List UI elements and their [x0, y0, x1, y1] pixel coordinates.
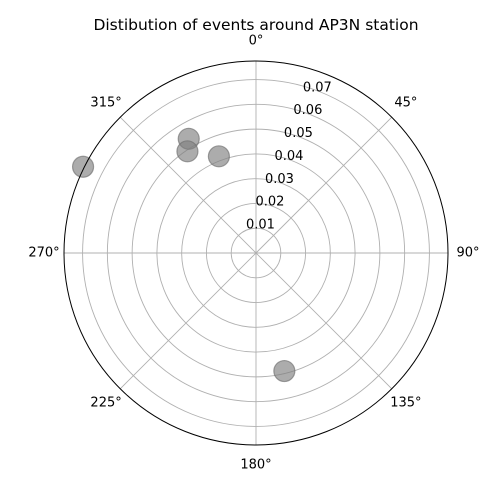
- radial-tick-label: 0.04: [274, 149, 303, 164]
- theta-tick-label: 270°: [28, 246, 59, 261]
- theta-tick-label: 45°: [394, 96, 417, 111]
- radial-tick-label: 0.06: [293, 103, 322, 118]
- theta-tick-label: 225°: [90, 395, 121, 410]
- theta-tick-label: 90°: [456, 246, 479, 261]
- radial-tick-labels: 0.01 0.02 0.03 0.04 0.05 0.06 0.07: [246, 80, 332, 232]
- event-point: [207, 145, 230, 168]
- radial-tick-label: 0.03: [265, 172, 294, 187]
- polar-grid: [64, 61, 448, 445]
- theta-tick-label: 135°: [390, 395, 421, 410]
- angular-grid-line: [119, 116, 257, 254]
- chart-title: Distibution of events around AP3N statio…: [93, 16, 418, 34]
- event-point: [71, 155, 95, 178]
- event-point: [273, 359, 296, 383]
- theta-tick-labels: 0° 45° 90° 135° 180° 225° 270° 315°: [28, 34, 479, 473]
- theta-tick-label: 315°: [90, 96, 121, 111]
- radial-tick-label: 0.02: [255, 195, 284, 210]
- angular-grid-line: [255, 252, 393, 390]
- radial-tick-label: 0.01: [246, 218, 275, 233]
- theta-tick-label: 180°: [240, 458, 271, 473]
- theta-tick-label: 0°: [249, 34, 264, 49]
- radial-tick-label: 0.07: [303, 80, 332, 95]
- radial-tick-label: 0.05: [284, 126, 313, 141]
- data-points: [71, 127, 296, 383]
- event-point: [176, 140, 199, 163]
- angular-grid-line: [119, 252, 257, 390]
- polar-axis-frame: [63, 60, 449, 446]
- angular-grid-line: [255, 116, 393, 254]
